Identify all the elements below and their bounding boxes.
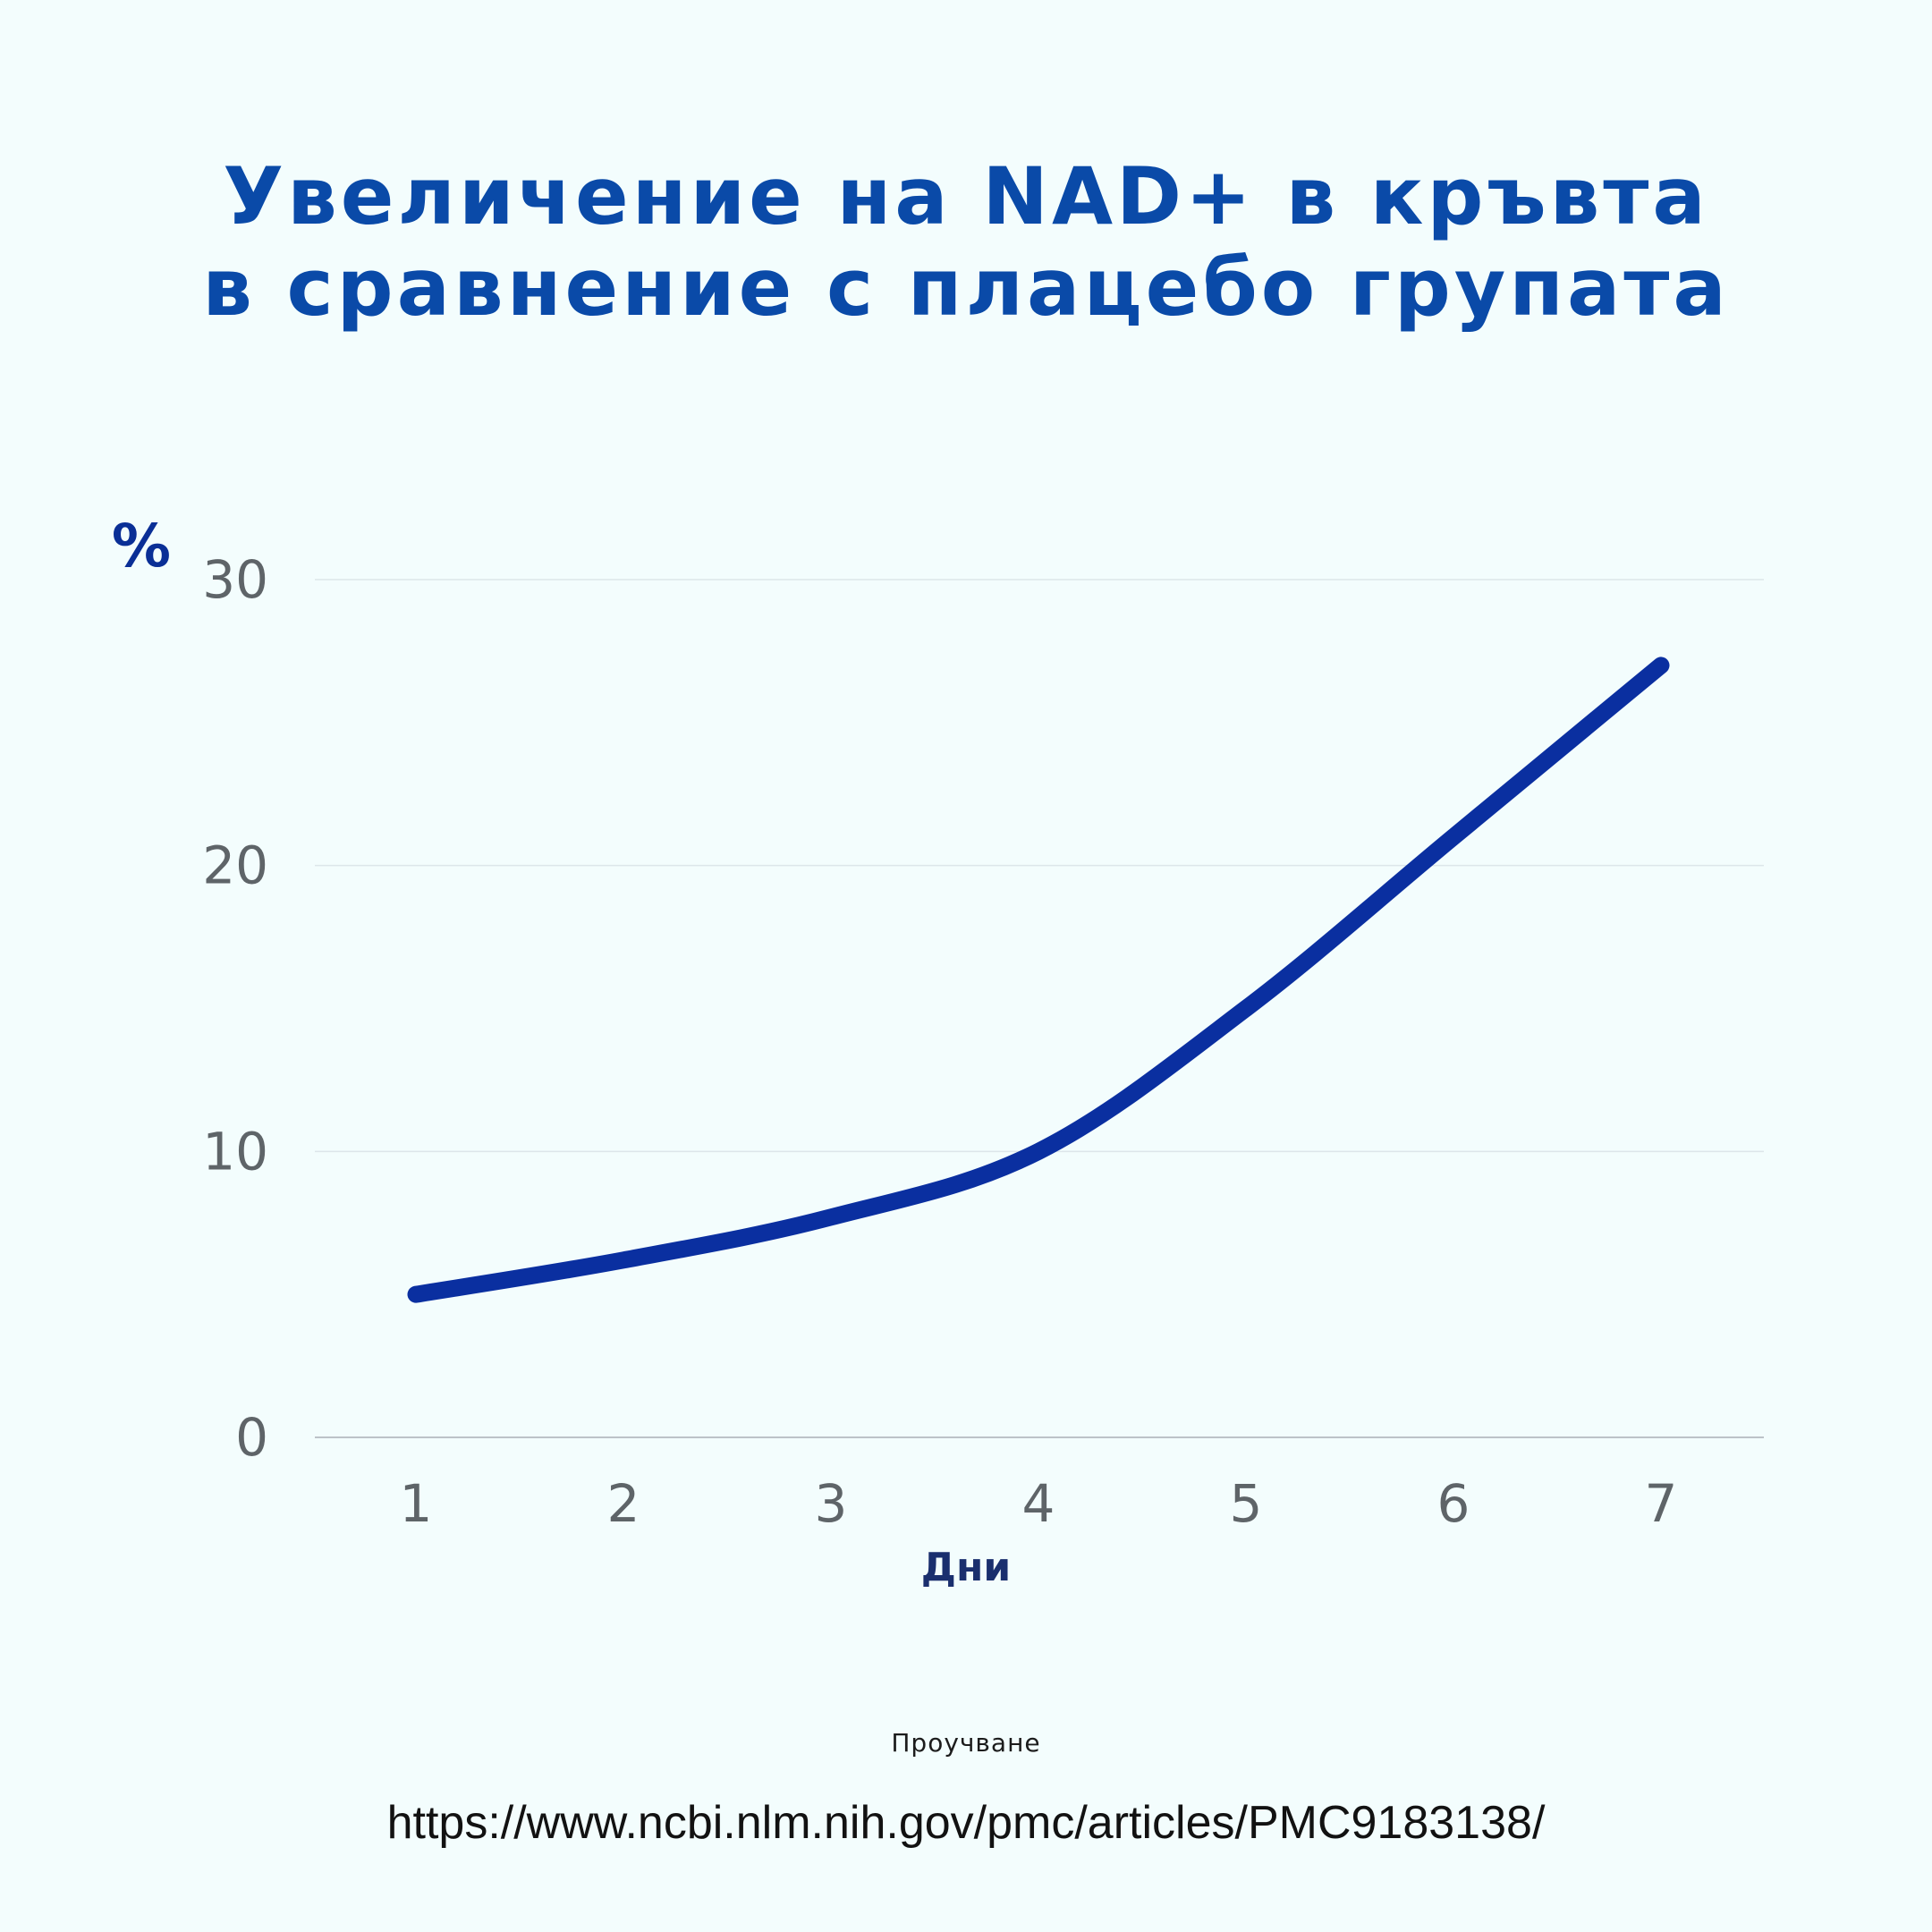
x-tick-label: 4: [1022, 1473, 1055, 1534]
x-tick-label: 5: [1230, 1473, 1263, 1534]
x-tick-label: 3: [815, 1473, 848, 1534]
gridlines: [315, 579, 1764, 1438]
series-lines: [407, 657, 1670, 1303]
y-tick-label: 30: [202, 549, 268, 610]
x-tick-label: 6: [1437, 1473, 1470, 1534]
source-url-link[interactable]: https://www.ncbi.nlm.nih.gov/pmc/article…: [386, 1797, 1546, 1849]
y-tick-label: 0: [235, 1407, 268, 1468]
x-tick-label: 1: [400, 1473, 433, 1534]
y-tick-label: 20: [202, 835, 268, 896]
y-tick-label: 10: [202, 1121, 268, 1182]
x-axis-label: Дни: [921, 1545, 1011, 1590]
chart-title-line-1: Увеличение на NAD+ в кръвта: [223, 150, 1709, 242]
x-tick-label: 7: [1645, 1473, 1678, 1534]
y-axis-ticks: 0 10 20 30: [202, 549, 268, 1468]
series-line: [407, 657, 1670, 1303]
chart-title-line-2: в сравнение с плацебо групата: [202, 242, 1730, 334]
x-tick-label: 2: [607, 1473, 640, 1534]
x-axis-ticks: 1 2 3 4 5 6 7: [400, 1473, 1678, 1534]
source-label: Проучване: [891, 1728, 1041, 1758]
y-axis-label: %: [112, 512, 171, 580]
